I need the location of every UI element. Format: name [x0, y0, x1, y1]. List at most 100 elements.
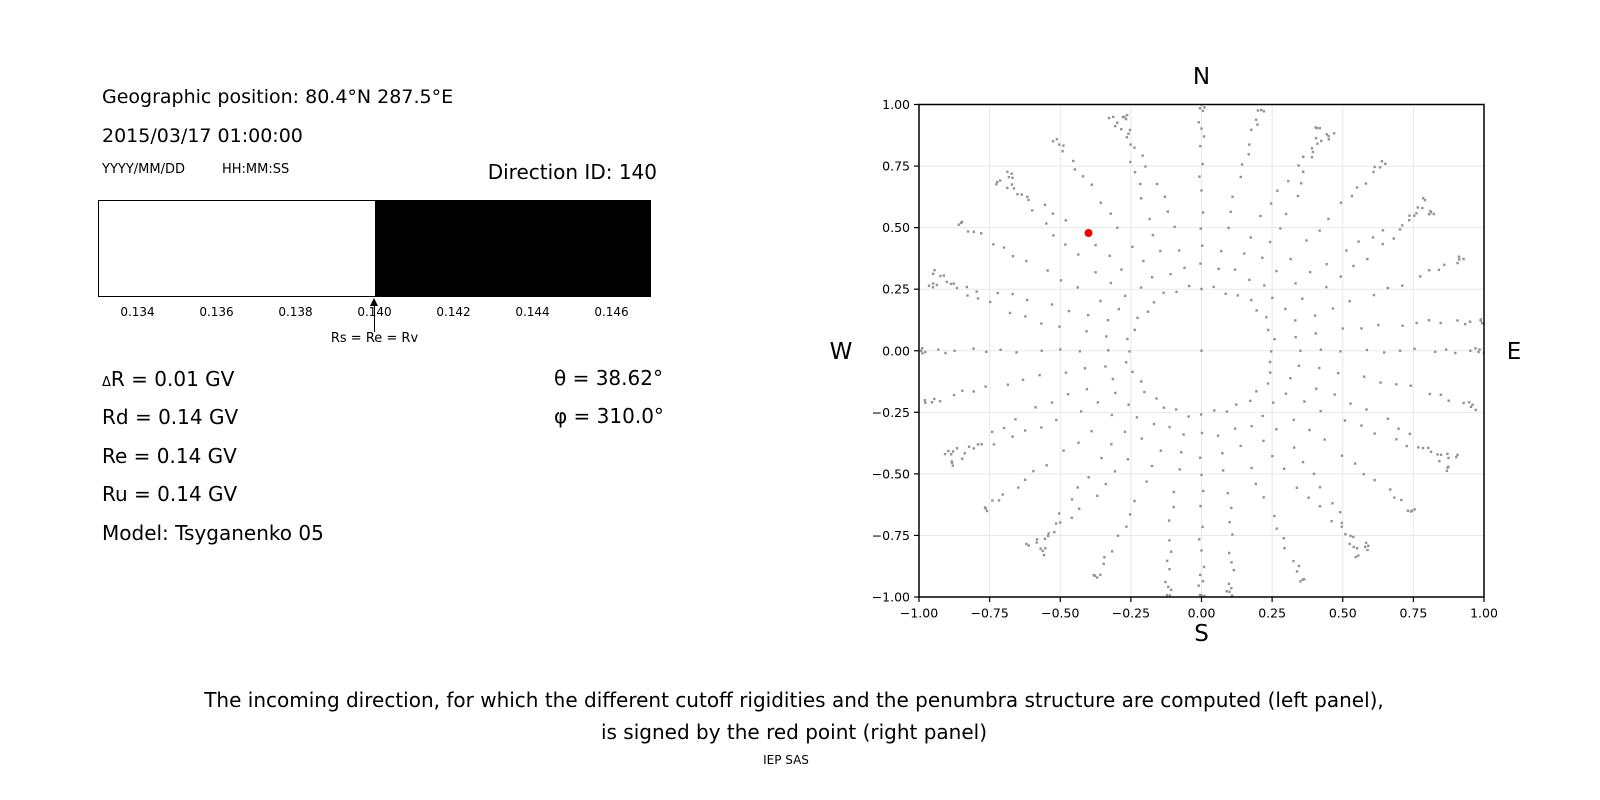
scatter-dot — [1057, 512, 1061, 515]
scatter-dot — [1216, 434, 1220, 437]
scatter-dot — [1201, 579, 1205, 583]
scatter-dot — [1348, 300, 1351, 303]
scatter-dot — [1085, 330, 1088, 333]
scatter-dot — [1419, 275, 1422, 278]
date-format-label: YYYY/MM/DD — [102, 162, 185, 177]
scatter-dot — [1200, 431, 1204, 435]
scatter-dot — [1106, 318, 1110, 322]
scatter-dot — [1172, 490, 1176, 494]
scatter-dot — [1373, 432, 1376, 435]
scatter-dot — [1110, 413, 1114, 417]
scatter-dot — [1432, 212, 1436, 216]
scatter-dot — [1468, 320, 1472, 323]
scatter-dot — [1123, 430, 1127, 434]
scatter-dot — [1111, 377, 1115, 381]
scatter-dot — [1268, 360, 1272, 364]
axis-tick-label: −1.00 — [872, 590, 910, 605]
scatter-dot — [1250, 424, 1253, 428]
scatter-dot — [1318, 486, 1322, 489]
delta-symbol: Δ — [102, 375, 111, 390]
scatter-dot — [1046, 269, 1049, 272]
scatter-dot — [1146, 310, 1150, 313]
scatter-dot — [1262, 110, 1265, 113]
scatter-dot — [1276, 189, 1279, 192]
scatter-dot — [1121, 115, 1125, 119]
axis-tick-label: 0.50 — [1329, 606, 1357, 621]
scatter-dot — [950, 461, 954, 464]
scatter-dot — [1124, 294, 1127, 298]
scatter-dot — [1366, 548, 1369, 552]
scatter-dot — [1047, 532, 1050, 535]
axis-tick-label: 1.00 — [1470, 606, 1498, 621]
scatter-dot — [1228, 520, 1231, 524]
scatter-dot — [1094, 271, 1097, 274]
scatter-dot — [1228, 551, 1231, 555]
scatter-dot — [1327, 134, 1330, 138]
scatter-dot — [961, 389, 964, 392]
scatter-dot — [1023, 478, 1027, 481]
scatter-dot — [1297, 364, 1301, 367]
scatter-dot — [1446, 466, 1449, 469]
scatter-dot — [924, 350, 927, 354]
scatter-dot — [1349, 402, 1352, 405]
scatter-dot — [1155, 397, 1158, 400]
label-north: N — [1193, 64, 1210, 90]
scatter-dot — [1168, 425, 1171, 429]
scatter-dot — [1104, 482, 1108, 486]
scatter-dot — [1467, 400, 1471, 404]
scatter-dot — [1250, 466, 1253, 470]
scatter-dot — [1360, 424, 1363, 427]
scatter-dot — [1248, 143, 1251, 146]
scatter-dot — [985, 509, 989, 513]
scatter-dot — [1200, 127, 1203, 130]
scatter-dot — [1355, 186, 1359, 189]
scatter-dot — [1438, 459, 1441, 463]
scatter-dot — [1107, 116, 1111, 120]
scatter-dot — [1367, 544, 1370, 548]
scatter-dot — [1250, 298, 1253, 302]
scatter-dot — [1233, 427, 1237, 430]
scatter-dot — [933, 268, 936, 272]
scatter-dot — [1175, 290, 1178, 294]
scatter-dot — [952, 282, 955, 285]
scatter-dot — [1043, 203, 1047, 207]
scatter-dot — [1301, 578, 1304, 581]
penumbra-tick-label: 0.146 — [594, 305, 629, 319]
scatter-dot — [1355, 547, 1359, 550]
scatter-dot — [1299, 580, 1302, 583]
scatter-dot — [1456, 453, 1459, 457]
scatter-dot — [1128, 513, 1132, 516]
scatter-dot — [1294, 319, 1297, 322]
scatter-dot — [1139, 197, 1143, 200]
scatter-dot — [1345, 249, 1348, 252]
scatter-dot — [1365, 408, 1368, 411]
scatter-dot — [972, 230, 975, 234]
scatter-dot — [1318, 126, 1321, 130]
scatter-dot — [1289, 376, 1292, 380]
scatter-dot — [1197, 584, 1200, 587]
scatter-dot — [1150, 275, 1154, 279]
axis-tick-label: −0.75 — [872, 528, 910, 543]
scatter-dot — [1112, 115, 1115, 119]
scatter-dot — [1145, 480, 1148, 483]
scatter-dot — [1102, 562, 1105, 565]
scatter-dot — [1255, 309, 1258, 312]
scatter-dot — [1447, 399, 1450, 402]
scatter-dot — [1230, 506, 1233, 510]
scatter-dot — [1001, 493, 1004, 496]
scatter-dot — [1217, 267, 1220, 271]
scatter-dot — [1113, 124, 1117, 128]
scatter-dot — [1061, 150, 1064, 153]
scatter-dot — [945, 280, 949, 284]
scatter-dot — [1183, 266, 1186, 270]
scatter-dot — [1087, 476, 1090, 479]
plot-border — [918, 103, 1485, 598]
scatter-dot — [1471, 403, 1474, 406]
scatter-dot — [1256, 109, 1260, 112]
scatter-dot — [1117, 307, 1121, 311]
scatter-dot — [1325, 285, 1328, 289]
scatter-dot — [1092, 573, 1095, 577]
scatter-dot — [950, 460, 953, 463]
scatter-dot — [1427, 213, 1431, 216]
scatter-dot — [1043, 537, 1047, 541]
